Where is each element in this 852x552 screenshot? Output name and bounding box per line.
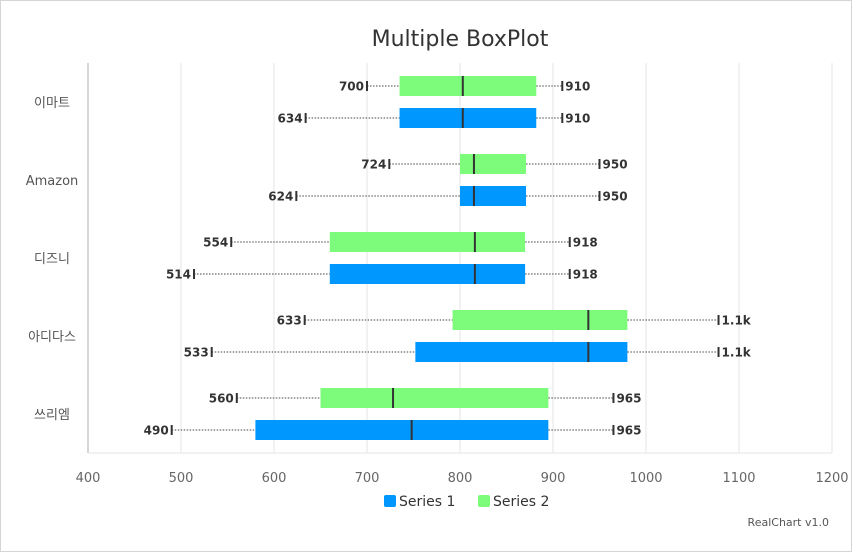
max-value-label: 1.1k — [722, 346, 752, 360]
min-value-label: 634 — [278, 112, 303, 126]
box[interactable] — [255, 420, 549, 440]
legend-swatch — [384, 495, 396, 507]
max-value-label: 910 — [565, 80, 590, 94]
min-value-label: 633 — [277, 314, 302, 328]
x-tick-label: 800 — [448, 471, 473, 486]
min-value-label: 724 — [361, 158, 386, 172]
x-tick-label: 700 — [355, 471, 380, 486]
x-tick-label: 1200 — [815, 471, 848, 486]
min-value-label: 490 — [144, 424, 169, 438]
legend-item-series-2[interactable]: Series 2 — [478, 494, 549, 510]
category-label: 디즈니 — [34, 252, 70, 267]
x-tick-label: 1000 — [629, 471, 662, 486]
x-tick-label: 1100 — [722, 471, 755, 486]
max-value-label: 918 — [573, 268, 598, 282]
box[interactable] — [329, 264, 526, 284]
chart-title: Multiple BoxPlot — [372, 27, 549, 52]
max-value-label: 918 — [573, 236, 598, 250]
min-value-label: 554 — [203, 236, 228, 250]
min-value-label: 533 — [184, 346, 209, 360]
x-tick-label: 500 — [169, 471, 194, 486]
max-value-label: 1.1k — [722, 314, 752, 328]
min-value-label: 700 — [339, 80, 364, 94]
box[interactable] — [320, 388, 549, 408]
box[interactable] — [460, 154, 527, 174]
min-value-label: 560 — [209, 392, 234, 406]
legend-label: Series 1 — [399, 494, 455, 510]
box[interactable] — [329, 232, 526, 252]
box[interactable] — [415, 342, 628, 362]
max-value-label: 965 — [616, 392, 641, 406]
category-label: 아디다스 — [28, 330, 76, 345]
x-tick-label: 900 — [541, 471, 566, 486]
category-label: 쓰리엠 — [34, 408, 70, 423]
max-value-label: 965 — [616, 424, 641, 438]
legend-label: Series 2 — [493, 494, 549, 510]
min-value-label: 514 — [166, 268, 191, 282]
legend-item-series-1[interactable]: Series 1 — [384, 494, 455, 510]
category-label: Amazon — [26, 174, 79, 189]
box[interactable] — [460, 186, 527, 206]
box[interactable] — [399, 108, 537, 128]
category-label: 이마트 — [34, 96, 70, 111]
min-value-label: 624 — [268, 190, 293, 204]
x-tick-label: 400 — [76, 471, 101, 486]
chart-credit: RealChart v1.0 — [747, 516, 829, 529]
x-tick-label: 600 — [262, 471, 287, 486]
max-value-label: 910 — [565, 112, 590, 126]
legend-swatch — [478, 495, 490, 507]
box[interactable] — [452, 310, 628, 330]
box[interactable] — [399, 76, 537, 96]
max-value-label: 950 — [603, 158, 628, 172]
max-value-label: 950 — [603, 190, 628, 204]
